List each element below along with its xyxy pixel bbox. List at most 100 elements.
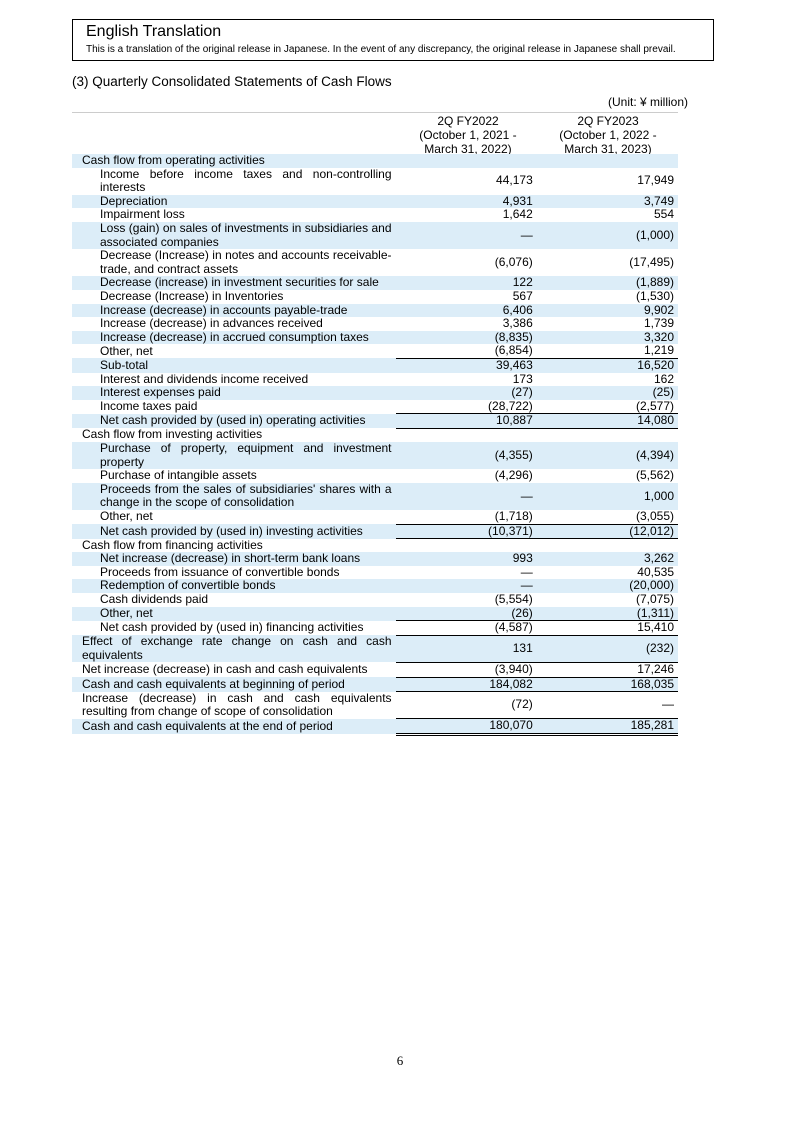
row-label: Increase (decrease) in cash and cash equ… [82, 690, 392, 719]
row-label: Net increase (decrease) in cash and cash… [82, 661, 368, 676]
row-value: 168,035 [536, 677, 678, 693]
row-value: 17,949 [637, 173, 674, 188]
table-row: Interest expenses paid (27) (25) [72, 385, 678, 400]
row-label: Net increase (decrease) in short-term ba… [100, 551, 361, 566]
header-title: English Translation [86, 23, 222, 40]
row-value: 4,931 [502, 193, 533, 208]
row-label: Income taxes paid [100, 398, 198, 413]
row-value: 39,463 [395, 357, 537, 373]
row-label: Other, net [100, 343, 153, 358]
row-value [396, 539, 537, 553]
row-label: Decrease (increase) in investment securi… [100, 275, 379, 290]
row-label: Cash and cash equivalents at beginning o… [82, 676, 345, 691]
row-label: Interest and dividends income received [100, 371, 309, 386]
row-value: 44,173 [496, 173, 533, 188]
table-row: Cash flow from operating activities [72, 153, 678, 168]
row-value: 162 [653, 371, 674, 386]
row-label: Income before income taxes and non-contr… [100, 166, 392, 195]
column-header-line: 2Q FY2022 [437, 114, 499, 128]
row-label: Cash flow from financing activities [82, 537, 263, 552]
row-label: Increase (decrease) in accounts payable-… [100, 302, 348, 317]
table-row: Sub-total 39,463 16,520 [72, 357, 678, 373]
row-value: (1,530) [635, 288, 674, 303]
row-value: (20,000) [629, 578, 674, 593]
row-value: ― [520, 564, 533, 579]
rule [72, 112, 678, 113]
row-value: 10,887 [395, 413, 537, 429]
row-value: (4,394) [635, 447, 674, 462]
table-row: Decrease (increase) in investment securi… [72, 276, 678, 290]
row-label: Purchase of property, equipment and inve… [100, 440, 392, 469]
row-value: (5,554) [494, 592, 533, 606]
row-value: (1,718) [494, 508, 533, 523]
table-row: Purchase of intangible assets (4,296) (5,5… [72, 469, 678, 483]
table-row: Income taxes paid (28,722) (2,577) [72, 398, 678, 414]
row-value: ― [520, 227, 533, 242]
row-label: Proceeds from the sales of subsidiaries'… [100, 481, 392, 510]
row-value: 173 [512, 371, 533, 386]
row-value: 3,262 [643, 551, 674, 566]
row-label: Other, net [100, 605, 153, 620]
row-label: Redemption of convertible bonds [100, 578, 276, 593]
row-value: 184,082 [395, 677, 537, 693]
row-label: Cash flow from investing activities [82, 427, 263, 442]
row-value: (25) [652, 385, 674, 400]
row-value: 3,386 [502, 316, 533, 331]
row-value: ― [536, 691, 678, 720]
section-title: (3) Quarterly Consolidated Statements of… [72, 74, 392, 89]
row-value: 16,520 [536, 357, 678, 373]
column-header-line: (October 1, 2021 - [419, 128, 517, 142]
row-value: 180,070 [395, 718, 537, 736]
row-label: Other, net [100, 509, 153, 524]
table-row: Net cash provided by (used in) financing… [72, 620, 678, 636]
column-header-line: March 31, 2023) [564, 142, 652, 156]
row-label: Cash dividends paid [100, 592, 209, 606]
row-value: 185,281 [536, 718, 678, 736]
table-row: Redemption of convertible bonds ― (20,000) [72, 579, 678, 593]
page-number: 6 [396, 1053, 404, 1068]
row-value: 1,739 [643, 316, 674, 331]
row-value: (2,577) [635, 398, 674, 413]
table-row: Income before income taxes and non-contr… [72, 166, 678, 195]
table-row: Net cash provided by (used in) operating… [72, 413, 678, 429]
row-value: 3,749 [643, 193, 674, 208]
row-label: Impairment loss [100, 207, 185, 222]
row-value: 1,000 [643, 488, 674, 503]
table-row: Depreciation 4,931 3,749 [72, 193, 678, 209]
row-value [396, 154, 537, 168]
row-value: 1,219 [643, 343, 674, 358]
column-header: 2Q FY2023 (October 1, 2022 - March 31, 2… [537, 114, 679, 156]
row-value: (3,940) [395, 662, 537, 678]
row-label: Decrease (Increase) in notes and account… [100, 248, 392, 276]
row-value: 122 [512, 275, 533, 290]
table-row: Net increase (decrease) in short-term ba… [72, 552, 678, 566]
row-value: (6,076) [494, 254, 533, 269]
row-value: 6,406 [502, 302, 533, 317]
table-row: Proceeds from the sales of subsidiaries'… [72, 481, 678, 510]
row-value: (8,835) [494, 329, 533, 344]
row-value: 14,080 [536, 413, 678, 429]
table-row: Decrease (Increase) in Inventories 567 (1,… [72, 288, 678, 304]
column-header-line: (October 1, 2022 - [559, 128, 657, 142]
row-value: ― [520, 488, 533, 503]
table-row: Increase (decrease) in accounts payable-… [72, 302, 678, 318]
column-header-line: March 31, 2022) [424, 142, 512, 156]
row-label: Proceeds from issuance of convertible bo… [100, 564, 340, 579]
row-value: (4,587) [395, 620, 537, 636]
table-row: Cash flow from financing activities [72, 537, 678, 553]
table-row: Cash and cash equivalents at beginning o… [72, 676, 678, 693]
row-value [537, 154, 678, 168]
row-label: Purchase of intangible assets [100, 468, 257, 483]
row-value: 554 [653, 207, 674, 222]
row-label: Net cash provided by (used in) financing… [100, 620, 364, 635]
table-row: Decrease (Increase) in notes and account… [72, 248, 678, 276]
row-label: Cash flow from operating activities [82, 153, 265, 167]
table-row: Loss (gain) on sales of investments in s… [72, 221, 678, 250]
row-value: (4,296) [494, 468, 533, 483]
row-value [537, 428, 678, 442]
table-row: Effect of exchange rate change on cash a… [72, 634, 678, 663]
row-label: Sub-total [100, 357, 149, 372]
row-value: (4,355) [494, 447, 533, 462]
row-label: Depreciation [100, 193, 168, 208]
row-label: Decrease (Increase) in Inventories [100, 288, 284, 303]
